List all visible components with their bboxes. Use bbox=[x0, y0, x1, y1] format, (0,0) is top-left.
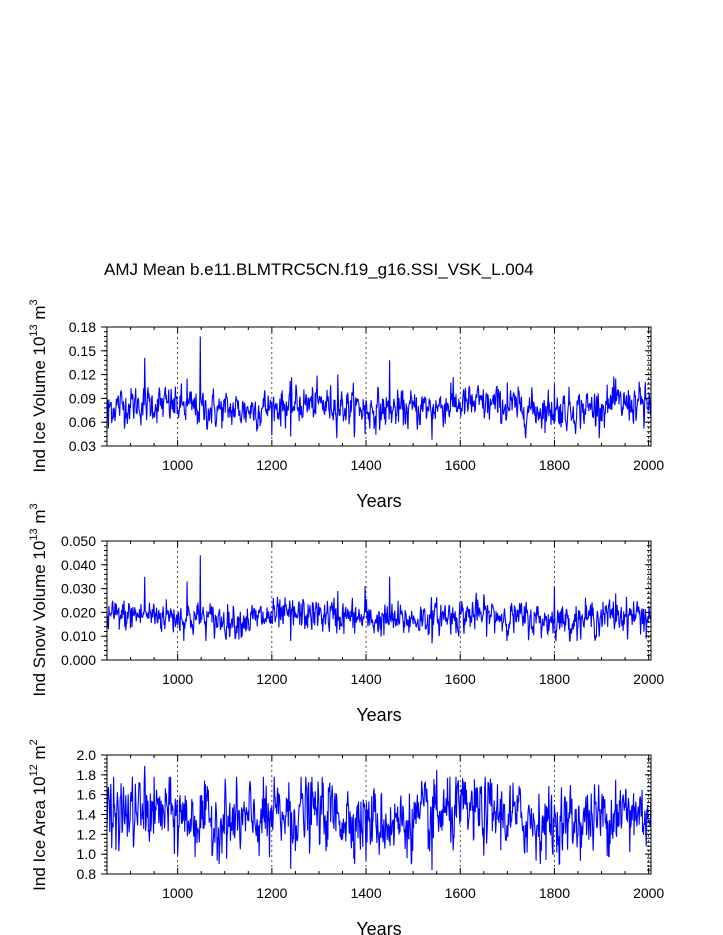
x-tick-label: 2000 bbox=[633, 457, 664, 473]
chart-panel-3: 1000 1200 1400 1600 1800 2000 0.8 1.0 1.2 1.4 1.6 1… bbox=[28, 739, 664, 935]
x-tick-label: 1800 bbox=[539, 671, 570, 687]
plot-frame bbox=[106, 326, 652, 447]
x-tick-label: 1200 bbox=[256, 885, 287, 901]
x-tick-label: 1800 bbox=[539, 885, 570, 901]
y-tick-label: 0.18 bbox=[69, 319, 96, 335]
y-tick-label: 0.15 bbox=[69, 343, 96, 359]
x-tick-label: 1000 bbox=[162, 457, 193, 473]
x-axis-label: Years bbox=[356, 705, 401, 725]
x-tick-label: 1600 bbox=[445, 885, 476, 901]
x-tick-label: 1400 bbox=[350, 457, 381, 473]
plot-frame bbox=[106, 540, 652, 661]
chart-title: AMJ Mean b.e11.BLMTRC5CN.f19_g16.SSI_VSK… bbox=[104, 260, 534, 279]
x-axis-label: Years bbox=[356, 491, 401, 511]
y-tick-label: 0.8 bbox=[77, 866, 97, 882]
y-tick-label: 0.09 bbox=[69, 390, 96, 406]
data-series-line bbox=[106, 336, 652, 440]
x-tick-label: 2000 bbox=[633, 671, 664, 687]
data-series-line bbox=[106, 765, 652, 871]
x-tick-label: 1000 bbox=[162, 671, 193, 687]
y-tick-label: 1.0 bbox=[77, 846, 97, 862]
data-series-line bbox=[106, 555, 652, 644]
chart-panel-1: 1000 1200 1400 1600 1800 2000 0.03 0.06 0.09 0.12… bbox=[28, 299, 664, 511]
x-tick-label: 1600 bbox=[445, 457, 476, 473]
y-tick-label: 0.06 bbox=[69, 414, 96, 430]
x-tick-label: 1800 bbox=[539, 457, 570, 473]
x-tick-label: 1000 bbox=[162, 885, 193, 901]
y-tick-label: 0.040 bbox=[61, 557, 96, 573]
y-tick-label: 0.020 bbox=[61, 604, 96, 620]
y-tick-label: 1.4 bbox=[77, 807, 97, 823]
x-tick-label: 1400 bbox=[350, 671, 381, 687]
y-tick-label: 0.000 bbox=[61, 652, 96, 668]
x-axis-label: Years bbox=[356, 919, 401, 935]
y-tick-label: 1.6 bbox=[77, 787, 97, 803]
y-tick-label: 0.010 bbox=[61, 628, 96, 644]
y-tick-label: 0.030 bbox=[61, 581, 96, 597]
y-tick-label: 0.03 bbox=[69, 438, 96, 454]
chart-panel-2: 1000 1200 1400 1600 1800 2000 0.000 0.010 0.020 0… bbox=[28, 503, 664, 725]
y-tick-label: 0.050 bbox=[61, 533, 96, 549]
x-tick-label: 1400 bbox=[350, 885, 381, 901]
y-axis-label: Ind Ice Area 1012 m2 bbox=[28, 739, 49, 891]
y-axis-label: Ind Ice Volume 1013 m3 bbox=[28, 299, 49, 472]
y-tick-label: 0.12 bbox=[69, 367, 96, 383]
y-tick-label: 1.2 bbox=[77, 826, 97, 842]
y-tick-label: 2.0 bbox=[77, 747, 97, 763]
y-tick-label: 1.8 bbox=[77, 767, 97, 783]
x-tick-label: 2000 bbox=[633, 885, 664, 901]
x-tick-label: 1200 bbox=[256, 457, 287, 473]
y-axis-label: Ind Snow Volume 1013 m3 bbox=[28, 503, 49, 696]
x-tick-label: 1200 bbox=[256, 671, 287, 687]
x-tick-label: 1600 bbox=[445, 671, 476, 687]
